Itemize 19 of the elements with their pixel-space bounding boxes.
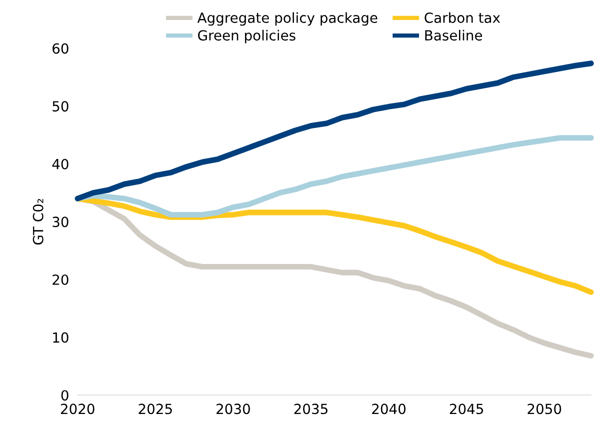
y-tick-label: 30 (52, 216, 68, 228)
legend-label: Aggregate policy package (197, 12, 378, 26)
x-tick-label: 2030 (216, 404, 250, 414)
x-tick-label: 2040 (372, 404, 406, 414)
legend-label: Baseline (425, 30, 482, 41)
y-tick-label: 50 (52, 101, 68, 112)
x-tick-label: 2045 (450, 404, 484, 414)
y-axis-title: GT C0₂ (32, 198, 44, 245)
y-tick-label: 10 (53, 332, 68, 343)
x-tick-label: 2035 (294, 404, 328, 414)
x-tick-label: 2050 (528, 404, 562, 414)
legend-label: Green policies (198, 30, 296, 44)
y-tick-label: 20 (52, 274, 68, 285)
legend-label: Carbon tax (424, 12, 500, 23)
y-tick-label: 40 (52, 158, 68, 170)
x-tick-label: 2020 (60, 404, 94, 414)
y-tick-label: 0 (61, 390, 68, 401)
x-tick-label: 2025 (138, 404, 172, 414)
y-tick-label: 60 (52, 43, 68, 54)
